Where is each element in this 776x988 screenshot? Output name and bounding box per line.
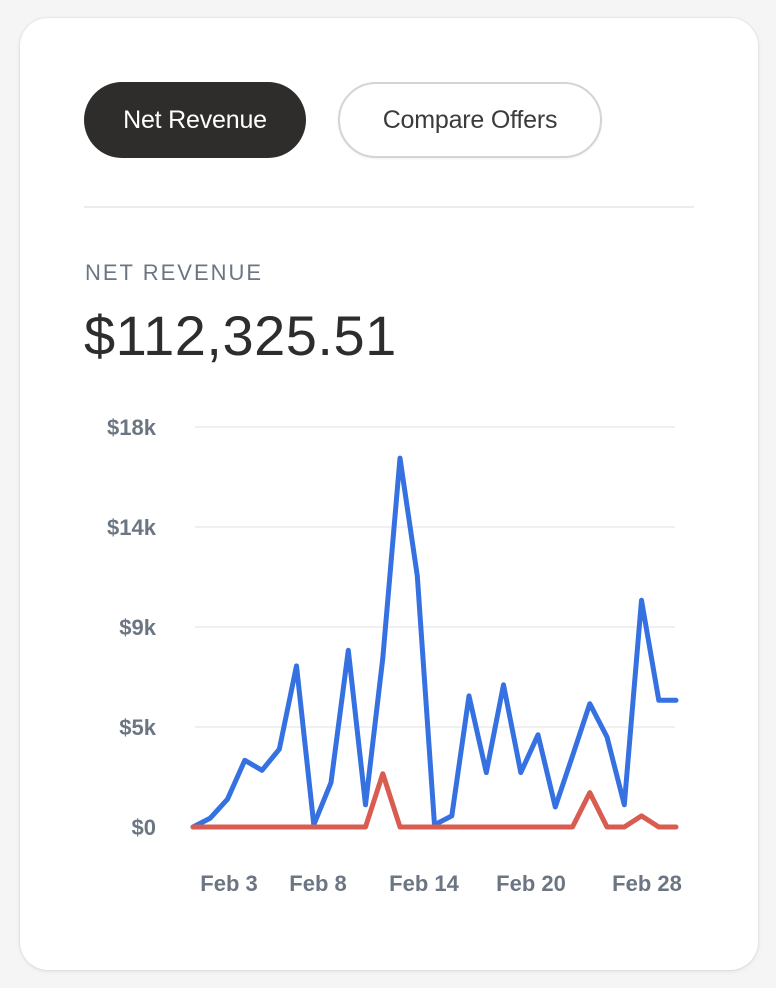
y-tick-label: $14k: [107, 515, 157, 540]
gridlines: [195, 426, 675, 728]
revenue-line-chart: $0$5k$9k$14k$18k Feb 3 Feb 8 Feb 14 Feb 20 F…: [107, 415, 682, 896]
y-axis-ticks: $0 $5k $9k $14k $18k: [107, 415, 157, 840]
y-tick-label: $0: [132, 815, 156, 840]
tab-net-revenue[interactable]: Net Revenue: [84, 82, 306, 158]
x-tick-label: Feb 14: [389, 871, 459, 896]
x-tick-label: Feb 20: [496, 871, 566, 896]
y-tick-label: $5k: [119, 715, 156, 740]
metric-label: NET REVENUE: [85, 260, 264, 285]
series-line-secondary: [190, 771, 679, 830]
tab-compare-offers[interactable]: Compare Offers: [338, 82, 602, 158]
y-tick-label: $18k: [107, 415, 157, 440]
series-line-primary: [190, 455, 679, 830]
x-tick-label: Feb 28: [612, 871, 682, 896]
x-tick-label: Feb 3: [200, 871, 257, 896]
y-tick-label: $9k: [119, 615, 156, 640]
metric-value: $112,325.51: [84, 304, 397, 367]
tab-group: Net Revenue Compare Offers: [84, 82, 602, 158]
x-tick-label: Feb 8: [289, 871, 346, 896]
divider: [84, 206, 694, 208]
revenue-card: Net Revenue Compare Offers NET REVENUE $…: [20, 18, 758, 970]
x-axis-ticks: Feb 3 Feb 8 Feb 14 Feb 20 Feb 28: [200, 871, 682, 896]
series-lines: [190, 455, 679, 830]
